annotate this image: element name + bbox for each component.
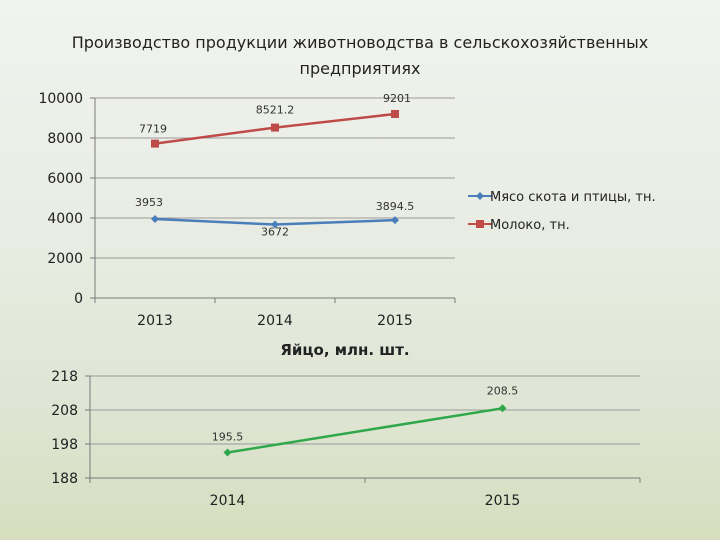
data-point	[391, 216, 399, 225]
chart-legend: Мясо скота и птицы, тн. Молоко, тн.	[468, 190, 656, 233]
data-point	[223, 448, 232, 457]
y-tick-label: 0	[74, 291, 83, 307]
data-label: 195.5	[212, 431, 244, 444]
x-tick-label: 2014	[210, 493, 246, 509]
y-tick-label: 208	[51, 403, 78, 419]
data-label: 3894.5	[376, 200, 415, 213]
data-point	[271, 220, 279, 229]
chart-title-line-2: предприятиях	[300, 59, 421, 78]
data-label: 7719	[139, 123, 167, 136]
legend-marker	[476, 192, 484, 200]
x-tick-label: 2014	[257, 313, 293, 329]
legend-marker	[476, 220, 484, 228]
legend-label: Молоко, тн.	[490, 218, 570, 233]
legend-label: Мясо скота и птицы, тн.	[490, 190, 656, 205]
data-point	[151, 139, 159, 148]
y-tick-label: 10000	[38, 91, 83, 107]
x-tick-label: 2015	[485, 493, 521, 509]
y-tick-label: 198	[51, 437, 78, 453]
x-tick-label: 2013	[137, 313, 173, 329]
data-point	[498, 404, 507, 413]
y-tick-label: 8000	[47, 131, 83, 147]
livestock-chart: 0 2000 4000 6000 8000 10000 2013 2014 2015 3953 36…	[38, 91, 456, 329]
eggs-chart: 188 198 208 218 2014 2015 195.5 208.5	[51, 369, 641, 509]
data-point	[271, 123, 279, 132]
data-label: 9201	[383, 92, 411, 105]
y-tick-label: 4000	[47, 211, 83, 227]
y-tick-label: 218	[51, 369, 78, 385]
data-label: 3672	[261, 226, 289, 239]
series-line	[227, 407, 503, 454]
data-label: 3953	[135, 196, 163, 209]
chart-title-line-1: Производство продукции животноводства в …	[72, 33, 649, 52]
data-label: 8521.2	[256, 104, 295, 117]
y-tick-label: 2000	[47, 251, 83, 267]
data-point	[391, 109, 399, 118]
data-point	[151, 214, 159, 223]
y-tick-label: 6000	[47, 171, 83, 187]
data-label: 208.5	[487, 384, 519, 397]
x-tick-label: 2015	[377, 313, 413, 329]
y-tick-label: 188	[51, 471, 78, 487]
eggs-chart-title: Яйцо, млн. шт.	[280, 341, 409, 359]
